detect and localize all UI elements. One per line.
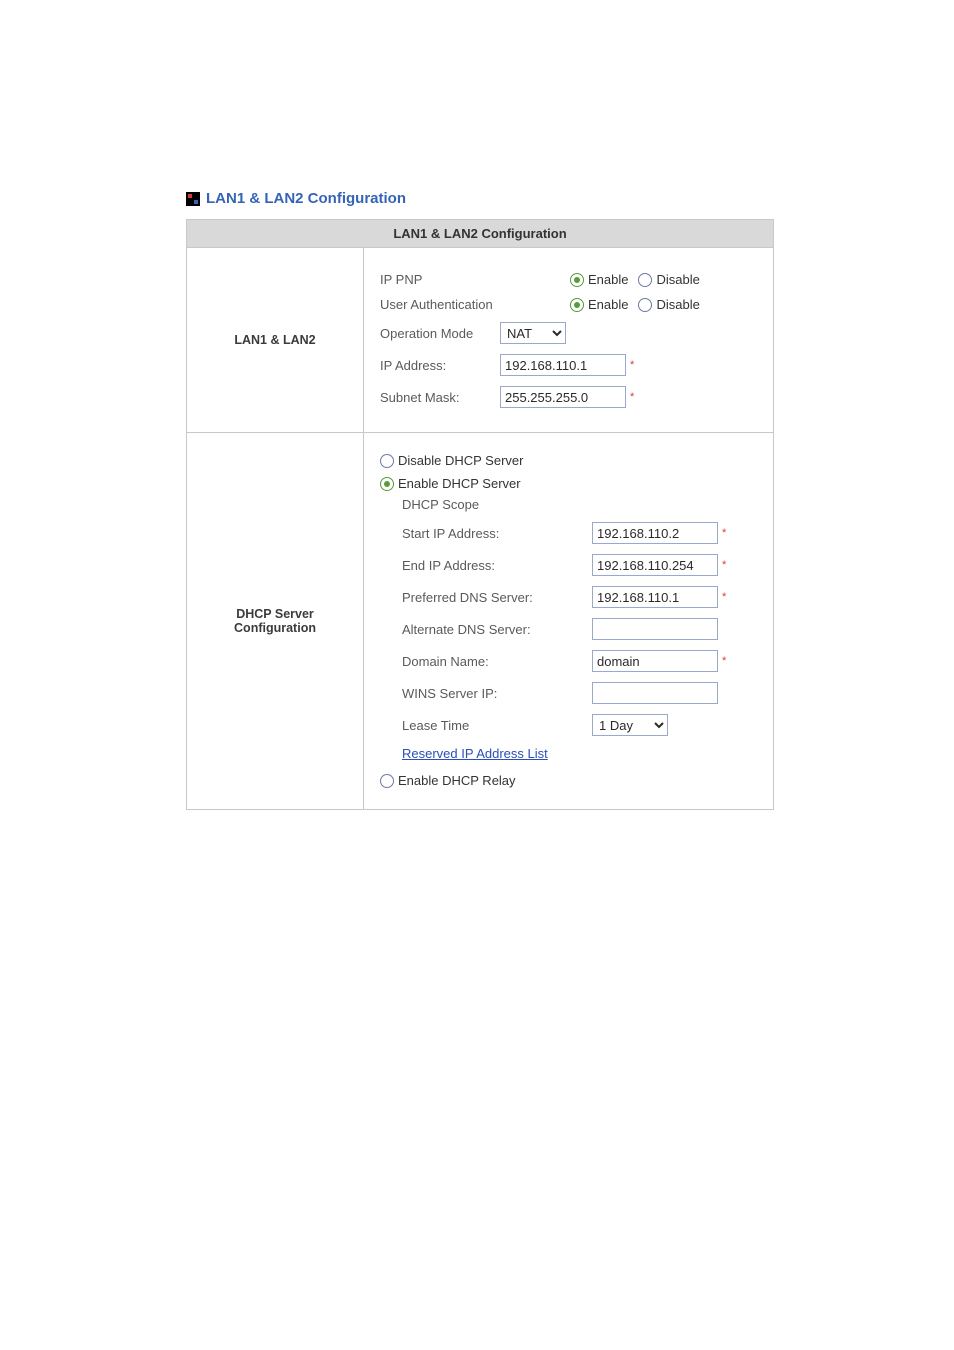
required-marker: * bbox=[722, 559, 726, 571]
alternate-dns-input[interactable] bbox=[592, 618, 718, 640]
page-title: LAN1 & LAN2 Configuration bbox=[186, 190, 954, 207]
ip-address-input[interactable] bbox=[500, 354, 626, 376]
start-ip-row: Start IP Address: * bbox=[402, 522, 757, 544]
domain-name-row: Domain Name: * bbox=[402, 650, 757, 672]
page-root: LAN1 & LAN2 Configuration LAN1 & LAN2 Co… bbox=[0, 0, 954, 1350]
operation-mode-select[interactable]: NAT bbox=[500, 322, 566, 344]
end-ip-row: End IP Address: * bbox=[402, 554, 757, 576]
alternate-dns-row: Alternate DNS Server: bbox=[402, 618, 757, 640]
reserved-ip-link[interactable]: Reserved IP Address List bbox=[402, 746, 548, 761]
ip-pnp-row: IP PNP Enable Disable bbox=[380, 272, 757, 287]
preferred-dns-label: Preferred DNS Server: bbox=[402, 590, 592, 605]
dhcp-disable-label: Disable DHCP Server bbox=[398, 453, 523, 468]
ip-address-row: IP Address: * bbox=[380, 354, 757, 376]
dhcp-scope-label: DHCP Scope bbox=[402, 497, 757, 512]
user-auth-row: User Authentication Enable Disable bbox=[380, 297, 757, 312]
radio-circle-icon bbox=[380, 454, 394, 468]
lease-time-label: Lease Time bbox=[402, 718, 592, 733]
dhcp-relay-row: Enable DHCP Relay bbox=[380, 773, 757, 791]
subnet-mask-label: Subnet Mask: bbox=[380, 390, 500, 405]
wins-server-row: WINS Server IP: bbox=[402, 682, 757, 704]
lan-section-label: LAN1 & LAN2 bbox=[187, 248, 364, 433]
preferred-dns-input[interactable] bbox=[592, 586, 718, 608]
subnet-mask-input[interactable] bbox=[500, 386, 626, 408]
user-auth-disable-radio[interactable]: Disable bbox=[638, 297, 699, 312]
dhcp-disable-radio[interactable]: Disable DHCP Server bbox=[380, 453, 523, 468]
radio-circle-icon bbox=[380, 774, 394, 788]
config-table: LAN1 & LAN2 Configuration LAN1 & LAN2 IP… bbox=[186, 219, 774, 810]
start-ip-label: Start IP Address: bbox=[402, 526, 592, 541]
lease-time-row: Lease Time 1 Day bbox=[402, 714, 757, 736]
dhcp-enable-label: Enable DHCP Server bbox=[398, 476, 521, 491]
subnet-mask-row: Subnet Mask: * bbox=[380, 386, 757, 408]
radio-circle-icon bbox=[638, 273, 652, 287]
dhcp-enable-radio[interactable]: Enable DHCP Server bbox=[380, 476, 521, 491]
preferred-dns-row: Preferred DNS Server: * bbox=[402, 586, 757, 608]
radio-circle-icon bbox=[570, 298, 584, 312]
ip-pnp-enable-radio[interactable]: Enable bbox=[570, 272, 628, 287]
user-auth-label: User Authentication bbox=[380, 297, 570, 312]
operation-mode-row: Operation Mode NAT bbox=[380, 322, 757, 344]
reserved-ip-link-row: Reserved IP Address List bbox=[402, 746, 757, 761]
lan-section-body: IP PNP Enable Disable User Authenticatio… bbox=[364, 248, 774, 433]
ip-address-label: IP Address: bbox=[380, 358, 500, 373]
dhcp-scope-body: Start IP Address: * End IP Address: * Pr… bbox=[402, 522, 757, 736]
dhcp-disable-row: Disable DHCP Server bbox=[380, 453, 757, 471]
user-auth-disable-label: Disable bbox=[656, 297, 699, 312]
domain-name-label: Domain Name: bbox=[402, 654, 592, 669]
operation-mode-label: Operation Mode bbox=[380, 326, 500, 341]
user-auth-enable-label: Enable bbox=[588, 297, 628, 312]
radio-circle-icon bbox=[638, 298, 652, 312]
user-auth-enable-radio[interactable]: Enable bbox=[570, 297, 628, 312]
ip-pnp-enable-label: Enable bbox=[588, 272, 628, 287]
alternate-dns-label: Alternate DNS Server: bbox=[402, 622, 592, 637]
required-marker: * bbox=[630, 359, 634, 371]
config-icon bbox=[186, 192, 200, 206]
end-ip-label: End IP Address: bbox=[402, 558, 592, 573]
lease-time-select[interactable]: 1 Day bbox=[592, 714, 668, 736]
required-marker: * bbox=[630, 391, 634, 403]
wins-server-label: WINS Server IP: bbox=[402, 686, 592, 701]
required-marker: * bbox=[722, 527, 726, 539]
page-title-text: LAN1 & LAN2 Configuration bbox=[206, 190, 406, 207]
required-marker: * bbox=[722, 655, 726, 667]
ip-pnp-label: IP PNP bbox=[380, 272, 570, 287]
radio-circle-icon bbox=[380, 477, 394, 491]
dhcp-relay-label: Enable DHCP Relay bbox=[398, 773, 516, 788]
ip-pnp-disable-radio[interactable]: Disable bbox=[638, 272, 699, 287]
end-ip-input[interactable] bbox=[592, 554, 718, 576]
domain-name-input[interactable] bbox=[592, 650, 718, 672]
ip-pnp-disable-label: Disable bbox=[656, 272, 699, 287]
dhcp-relay-radio[interactable]: Enable DHCP Relay bbox=[380, 773, 516, 788]
required-marker: * bbox=[722, 591, 726, 603]
dhcp-section-label: DHCP Server Configuration bbox=[187, 433, 364, 810]
dhcp-section-body: Disable DHCP Server Enable DHCP Server D… bbox=[364, 433, 774, 810]
table-header: LAN1 & LAN2 Configuration bbox=[187, 220, 774, 248]
start-ip-input[interactable] bbox=[592, 522, 718, 544]
dhcp-enable-row: Enable DHCP Server bbox=[380, 475, 757, 492]
wins-server-input[interactable] bbox=[592, 682, 718, 704]
radio-circle-icon bbox=[570, 273, 584, 287]
content-wrap: LAN1 & LAN2 Configuration LAN1 & LAN2 Co… bbox=[0, 0, 954, 810]
